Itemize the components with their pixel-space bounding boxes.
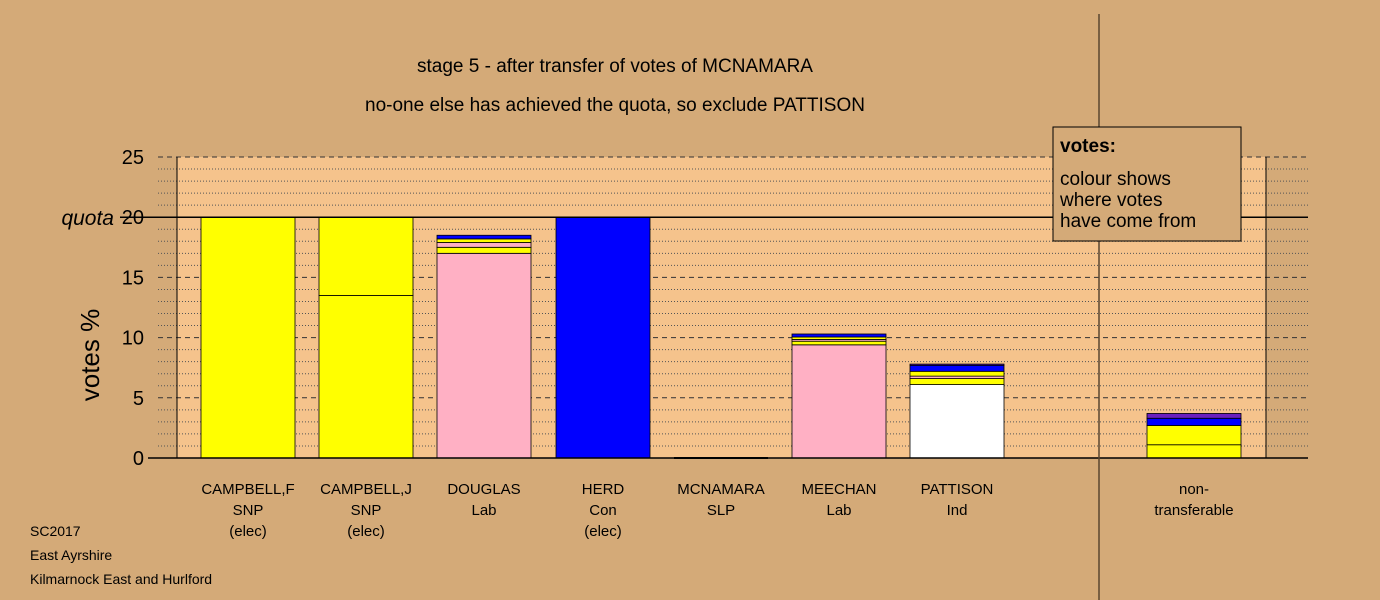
y-tick-label: 15 (122, 267, 144, 289)
bar-segment (1146, 417, 1242, 426)
bar-segment (1146, 413, 1242, 419)
x-tick-label: MEECHAN (801, 481, 876, 498)
x-tick-label: CAMPBELL,F (201, 481, 294, 498)
bar-segment (436, 242, 532, 248)
bar-segment (909, 378, 1005, 385)
legend-title: votes: (1060, 136, 1116, 157)
party-label: SNP (233, 502, 264, 519)
bar-segment (791, 344, 887, 459)
x-tick-label: PATTISON (921, 481, 994, 498)
status-label: (elec) (347, 523, 385, 540)
bar-segment (1146, 425, 1242, 446)
footer-code: SC2017 (30, 523, 81, 539)
party-label: SLP (707, 502, 735, 519)
bar-segment (318, 216, 414, 296)
y-tick-label: 10 (122, 328, 144, 350)
legend-line: where votes (1059, 190, 1162, 211)
y-tick-label: 25 (122, 147, 144, 169)
status-label: (elec) (229, 523, 267, 540)
bar-segment (436, 238, 532, 243)
bar-segment (909, 370, 1005, 377)
x-tick-label: MCNAMARA (677, 481, 765, 498)
party-label: Lab (471, 502, 496, 519)
bar-segment (318, 295, 414, 459)
bar-segment (909, 384, 1005, 459)
x-tick-labels: CAMPBELL,F SNP (elec) CAMPBELL,J SNP (elec) DO… (201, 481, 1233, 540)
chart-title: stage 5 - after transfer of votes of MCN… (417, 56, 813, 77)
y-axis-label: votes % (75, 309, 105, 402)
y-tick-label: 20 (122, 207, 144, 229)
y-tick-labels: 0 5 10 15 20 25 (122, 147, 144, 470)
bar-segment (436, 234, 532, 240)
chart-subtitle: no-one else has achieved the quota, so e… (365, 95, 865, 116)
party-label: SNP (351, 502, 382, 519)
party-label: Lab (826, 502, 851, 519)
legend-line: colour shows (1060, 169, 1171, 190)
bar-segment (555, 216, 651, 459)
bar-segment (909, 363, 1005, 366)
bar-segment (791, 340, 887, 346)
footer-council: East Ayrshire (30, 547, 112, 563)
party-label: Con (589, 502, 617, 519)
y-tick-label: 5 (133, 388, 144, 410)
bar-segment (436, 252, 532, 459)
x-tick-label: CAMPBELL,J (320, 481, 412, 498)
x-tick-label: HERD (582, 481, 625, 498)
bar-segment (909, 364, 1005, 372)
quota-label: quota (61, 207, 114, 230)
status-label: (elec) (584, 523, 622, 540)
x-tick-label: non- (1179, 481, 1209, 498)
legend-line: have come from (1060, 211, 1196, 232)
bar-segment (200, 216, 296, 459)
legend-box: votes: colour shows where votes have com… (1052, 126, 1242, 242)
bar-segment (436, 246, 532, 254)
x-tick-label: transferable (1154, 502, 1233, 519)
footer-ward: Kilmarnock East and Hurlford (30, 571, 212, 587)
bar-segment (791, 333, 887, 338)
bar-segment (1146, 444, 1242, 459)
party-label: Ind (947, 502, 968, 519)
y-tick-label: 0 (133, 448, 144, 470)
x-tick-label: DOUGLAS (447, 481, 520, 498)
